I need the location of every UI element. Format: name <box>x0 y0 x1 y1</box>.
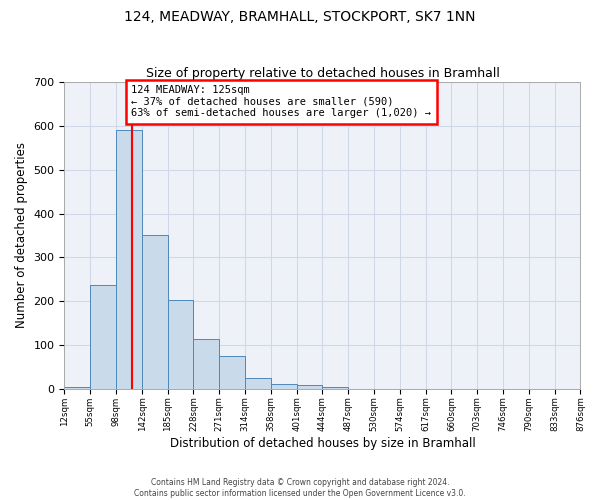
Title: Size of property relative to detached houses in Bramhall: Size of property relative to detached ho… <box>146 66 499 80</box>
Bar <box>116 130 142 389</box>
Y-axis label: Number of detached properties: Number of detached properties <box>15 142 28 328</box>
Bar <box>245 378 271 389</box>
Bar <box>193 338 219 389</box>
Bar <box>297 386 322 389</box>
Bar <box>64 386 90 389</box>
Bar <box>219 356 245 389</box>
Text: 124, MEADWAY, BRAMHALL, STOCKPORT, SK7 1NN: 124, MEADWAY, BRAMHALL, STOCKPORT, SK7 1… <box>124 10 476 24</box>
Bar <box>90 285 116 389</box>
Bar <box>322 386 348 389</box>
X-axis label: Distribution of detached houses by size in Bramhall: Distribution of detached houses by size … <box>170 437 475 450</box>
Text: 124 MEADWAY: 125sqm
← 37% of detached houses are smaller (590)
63% of semi-detac: 124 MEADWAY: 125sqm ← 37% of detached ho… <box>131 85 431 118</box>
Bar <box>271 384 297 389</box>
Bar <box>168 300 193 389</box>
Bar <box>142 236 168 389</box>
Text: Contains HM Land Registry data © Crown copyright and database right 2024.
Contai: Contains HM Land Registry data © Crown c… <box>134 478 466 498</box>
